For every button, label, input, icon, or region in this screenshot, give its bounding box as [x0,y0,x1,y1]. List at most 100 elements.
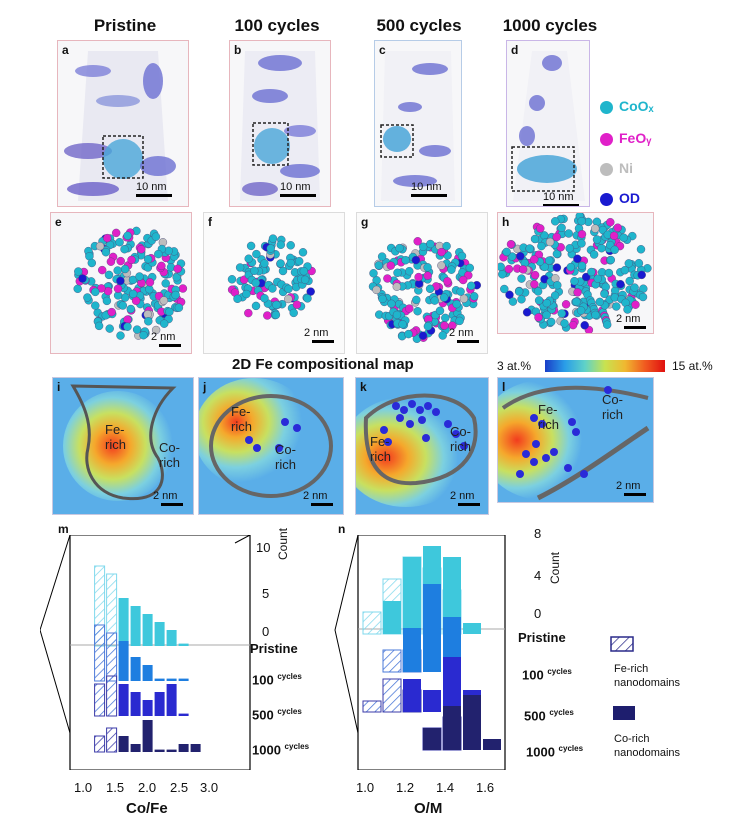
atom [604,268,614,278]
atom [516,252,525,261]
atom [620,266,630,275]
atom [634,259,644,268]
atom [577,239,586,248]
fe-rich-text-l: Fe- rich [538,402,559,432]
atom [251,278,260,288]
atom [637,270,646,280]
atom [227,275,237,284]
count-tick-n-zero: 0 [534,606,542,621]
histogram-n-bars [362,546,501,751]
atom [609,231,619,240]
atom [425,284,435,294]
hist-bar [94,683,106,717]
row-label-1000-n: 1000 cycles [526,744,583,759]
scale-bar-j: 2 nm [303,490,333,506]
atom [625,276,634,286]
atom [411,255,421,265]
scale-bar-l: 2 nm [616,480,646,496]
hist-bar [106,727,118,753]
atom [299,267,309,276]
atom [107,307,116,317]
row-label-500-m: 500 cycles [252,707,302,722]
hist-bar [382,678,402,713]
histogram-m-bars [94,565,201,753]
fe-rich-text-k: Fe- rich [370,434,391,464]
atom [518,265,528,274]
atom [286,258,296,268]
cluster-atoms-f [227,234,316,320]
column-title-100-cycles: 100 cycles [234,16,320,35]
scale-text-g: 2 nm [449,327,474,339]
apt-reconstruction-c [380,51,455,201]
fe-map-l [498,378,653,502]
scale-bar-h: 2 nm [616,313,646,329]
row-label-pristine-n-text: Pristine [518,630,566,645]
hist-bar [142,720,153,752]
atom [506,240,516,249]
od-dot-icon [600,192,613,206]
atom [552,263,562,272]
panel-label-h: h [502,215,510,229]
hist-bar [166,678,177,681]
cluster-panel-f: f 2 nm [203,212,345,354]
row-label-500-n-sup: cycles [549,708,574,717]
hist-bar [106,632,118,682]
atom [522,308,532,317]
atom [573,288,582,297]
hist-bar [142,665,153,681]
hist-bar [190,744,201,752]
row-label-pristine-m: Pristine [250,641,298,656]
scale-text-e: 2 nm [151,331,176,343]
fe-map-j [199,378,343,514]
atom [374,261,383,270]
hist-bar [130,744,141,752]
atom [448,321,457,330]
atom [572,297,581,307]
hist-bar [94,735,106,753]
atom [151,325,161,335]
atom [570,276,579,286]
row-label-100-n-sup: cycles [547,667,572,676]
row-label-500-m-text: 500 [252,707,274,723]
hist-bar [130,692,141,716]
column-title-pristine: Pristine [93,16,157,35]
legend-label-ni: Ni [619,160,633,176]
atom [438,331,447,340]
apt-panel-c: c 10 nm [374,40,462,207]
hist-bar [383,601,401,634]
colorbar [545,360,665,372]
atom [294,257,304,266]
panel-label-g: g [361,215,369,229]
hist-bar [118,641,129,681]
scale-bar-d: 10 nm [543,191,579,206]
atom [469,292,479,301]
atom [457,251,467,261]
atom [113,284,123,293]
atom [564,229,573,238]
atom [537,241,546,251]
atom [369,269,378,278]
scale-bar-k: 2 nm [450,490,480,506]
map-label-j: j [203,380,207,394]
atom [395,243,404,253]
cluster-panel-h: h 2 nm [497,212,654,334]
fe-map-panel-l: l Fe- rich Co- rich 2 nm [497,377,654,503]
hist-bar [94,624,106,682]
atom [260,294,269,303]
row-label-pristine-m-text: Pristine [250,641,298,656]
colorbar-min-label: 3 at.% [497,359,532,373]
atom [278,266,288,276]
cluster-panel-e: e 2 nm [50,212,192,354]
xlabel-n: O/M [414,800,443,817]
fe-map-k [356,378,488,514]
scale-bar-g: 2 nm [449,327,479,343]
atom [276,240,286,249]
atom [456,287,465,296]
column-title-500-cycles: 500 cycles [376,16,462,35]
panel-label-f: f [208,215,212,229]
atom [458,275,468,285]
atom [151,232,161,241]
atom [595,297,605,307]
atom [638,292,648,302]
xtick-n-1: 1.2 [396,780,415,795]
